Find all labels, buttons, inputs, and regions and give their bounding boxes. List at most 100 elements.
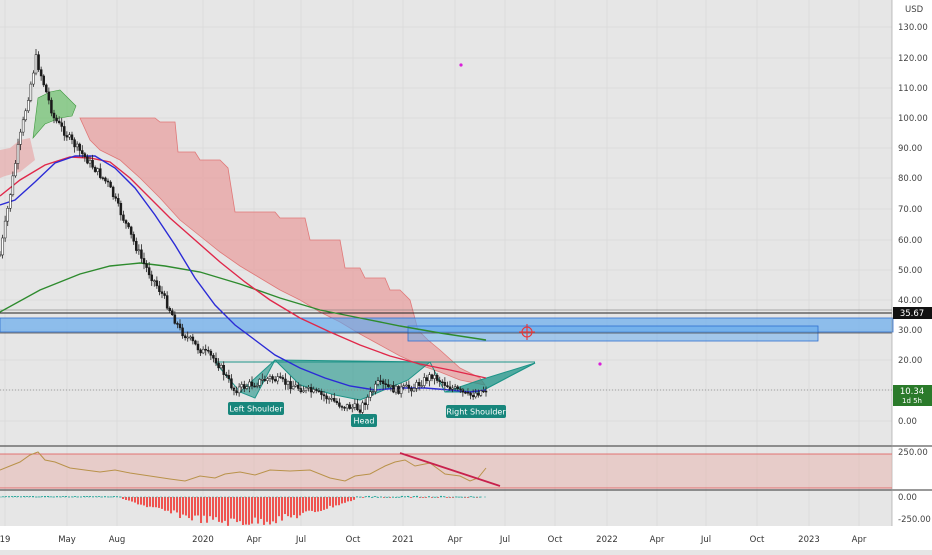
candle-body	[268, 376, 272, 379]
macd-bar	[152, 497, 154, 508]
candle-body	[196, 343, 200, 351]
candle-body	[340, 406, 344, 408]
candle-body	[330, 397, 333, 400]
candle-body	[124, 220, 128, 224]
macd-bar	[428, 496, 430, 498]
macd-bar	[248, 497, 250, 525]
macd-bar	[77, 496, 79, 498]
candle-body	[327, 398, 331, 400]
candle-body	[459, 388, 462, 391]
y-tick-label: 130.00	[898, 23, 928, 33]
candle-body	[145, 263, 148, 268]
candle-body	[34, 54, 38, 74]
candle-body	[81, 150, 84, 154]
macd-bar	[422, 497, 424, 498]
macd-bar	[14, 496, 16, 497]
macd-bar	[221, 497, 223, 523]
candle-body	[428, 374, 431, 382]
candle-body	[374, 383, 377, 392]
macd-bar	[296, 497, 298, 519]
candle-body	[222, 365, 225, 375]
macd-bar	[140, 497, 142, 505]
candle-body	[479, 390, 483, 396]
x-tick-label: Aug	[109, 535, 126, 545]
rsi-divergence-line	[399, 452, 501, 487]
candle-body	[348, 404, 351, 409]
candle-body	[50, 99, 53, 114]
x-tick-label: 2020	[192, 535, 214, 545]
candle-body	[209, 350, 213, 356]
macd-bar	[236, 497, 238, 523]
macd-bar	[368, 495, 370, 497]
candle-body	[140, 249, 143, 259]
x-tick-label: Apr	[852, 535, 867, 545]
macd-bar	[320, 497, 322, 511]
macd-bar	[125, 497, 127, 500]
macd-bar	[8, 496, 10, 498]
candle-body	[289, 381, 292, 390]
candle-body	[132, 234, 135, 242]
macd-bar	[299, 497, 301, 516]
macd-bar	[314, 497, 316, 513]
candle-body	[276, 376, 279, 382]
candle-body	[155, 280, 159, 287]
x-tick-label: May	[58, 535, 76, 545]
candle-body	[158, 285, 161, 292]
x-tick-label: 19	[0, 535, 10, 545]
candles	[0, 49, 488, 418]
macd-bar	[386, 496, 388, 498]
candle-body	[302, 390, 305, 393]
macd-bar	[326, 497, 328, 509]
candle-body	[351, 406, 354, 409]
level-tag: 35.67	[893, 307, 932, 319]
macd-bar	[350, 497, 352, 502]
macd-bar	[272, 497, 274, 522]
macd-bar	[446, 497, 448, 498]
candle-body	[93, 167, 97, 172]
candle-body	[214, 357, 218, 364]
target-zone	[407, 325, 819, 342]
macd-bar	[2, 496, 4, 498]
macd-bar	[203, 497, 205, 516]
candle-body	[266, 378, 269, 381]
macd-bar	[374, 496, 376, 497]
candle-body	[456, 386, 459, 390]
y-tick-label: 120.00	[898, 54, 928, 64]
macd-bar	[134, 497, 136, 503]
macd-bar	[410, 497, 412, 498]
candle-body	[338, 402, 341, 407]
candle-body	[322, 394, 326, 397]
candle-body	[243, 384, 246, 389]
candle-body	[127, 223, 130, 228]
macd-bar	[56, 496, 58, 497]
macd-tick-label: 0.00	[898, 493, 917, 503]
macd-bar	[104, 496, 106, 497]
macd-bar	[425, 497, 427, 498]
macd-bar	[434, 496, 436, 498]
x-tick-label: 2023	[798, 535, 820, 545]
candle-body	[73, 139, 76, 148]
x-tick-label: Apr	[650, 535, 665, 545]
candle-body	[183, 335, 187, 339]
macd-histogram	[0, 495, 486, 526]
candle-body	[114, 196, 117, 199]
candle-body	[461, 389, 465, 393]
candle-body	[435, 374, 439, 381]
macd-bar	[401, 495, 403, 497]
macd-bar	[284, 497, 286, 515]
candle-body	[453, 386, 457, 389]
candle-body	[389, 385, 393, 387]
macd-bar	[305, 497, 307, 512]
macd-bar	[260, 497, 262, 519]
macd-bar	[65, 496, 67, 497]
candle-body	[88, 159, 92, 164]
candle-body	[86, 156, 89, 164]
rsi-tick-label: 250.00	[898, 448, 928, 458]
macd-bar	[47, 496, 49, 497]
x-axis-panel	[0, 526, 892, 550]
macd-bar	[209, 497, 211, 517]
candle-body	[142, 258, 146, 264]
candle-body	[147, 267, 151, 276]
candle-body	[284, 378, 287, 385]
